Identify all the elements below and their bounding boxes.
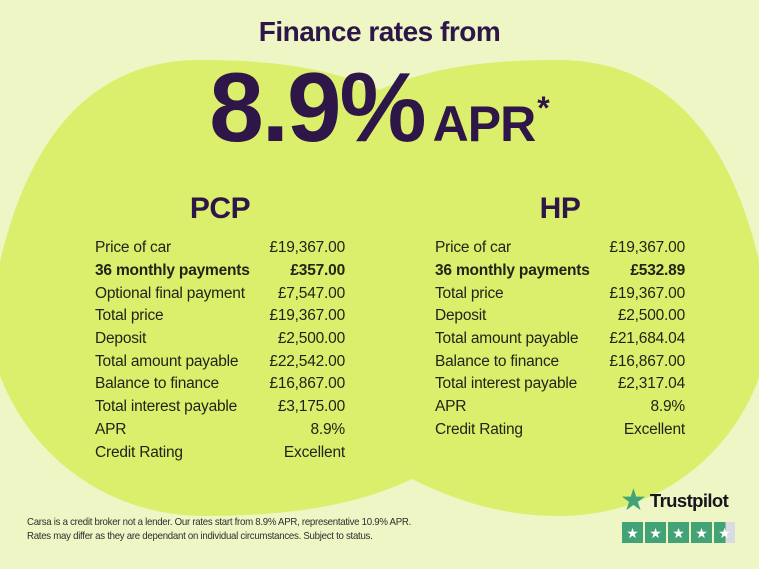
row-value: £16,867.00 (269, 375, 345, 393)
row-value: £2,500.00 (617, 307, 685, 325)
row-value: 8.9% (310, 420, 345, 438)
row-value: £2,500.00 (277, 330, 345, 348)
trustpilot-logo: ★ Trustpilot (620, 486, 735, 516)
finance-row: Price of car £19,367.00 (95, 237, 345, 260)
trustpilot-rating-star: ★ (714, 522, 735, 543)
trustpilot-rating-star: ★ (691, 522, 712, 543)
row-value: £19,367.00 (269, 239, 345, 257)
rate-value: 8.9% (209, 52, 426, 162)
row-label: Price of car (95, 239, 171, 257)
row-value: £357.00 (290, 262, 345, 280)
finance-row: Deposit £2,500.00 (95, 328, 345, 351)
row-label: APR (95, 420, 127, 438)
disclaimer-line-2: Rates may differ as they are dependant o… (27, 529, 373, 542)
row-label: Credit Rating (95, 443, 183, 461)
row-label: Total interest payable (435, 375, 578, 393)
finance-row: Credit Rating Excellent (435, 419, 685, 442)
row-value: Excellent (283, 443, 345, 461)
finance-row: Total interest payable £2,317.04 (435, 373, 685, 396)
star-icon: ★ (649, 524, 662, 541)
finance-row: APR 8.9% (95, 419, 345, 442)
finance-row: Total amount payable £22,542.00 (95, 350, 345, 373)
row-label: Deposit (95, 330, 147, 348)
headline-rate: 8.9% APR * (0, 58, 759, 156)
star-icon: ★ (672, 524, 685, 541)
finance-row: Balance to finance £16,867.00 (95, 373, 345, 396)
finance-row: 36 monthly payments £532.89 (435, 260, 685, 283)
row-value: £19,367.00 (609, 284, 685, 302)
pcp-table-rows: Price of car £19,367.00 36 monthly payment… (95, 237, 345, 464)
row-label: Price of car (435, 239, 511, 257)
trustpilot-wordmark: Trustpilot (649, 490, 729, 511)
hp-finance-table: HP Price of car £19,367.00 36 monthly paym… (435, 192, 685, 441)
finance-row: Total amount payable £21,684.04 (435, 328, 685, 351)
hp-table-rows: Price of car £19,367.00 36 monthly payment… (435, 237, 685, 441)
row-label: Total price (435, 284, 504, 302)
row-label: 36 monthly payments (95, 262, 250, 280)
row-value: £7,547.00 (277, 284, 345, 302)
hp-table-title: HP (539, 192, 581, 225)
rate-suffix: APR (432, 96, 537, 152)
pcp-finance-table: PCP Price of car £19,367.00 36 monthly pay… (95, 192, 345, 464)
star-icon: ★ (695, 524, 708, 541)
finance-row: APR 8.9% (435, 396, 685, 419)
finance-row: Credit Rating Excellent (95, 441, 345, 464)
row-value: £19,367.00 (609, 239, 685, 257)
row-label: Optional final payment (95, 284, 245, 302)
finance-row: Balance to finance £16,867.00 (435, 350, 685, 373)
finance-row: Total price £19,367.00 (435, 282, 685, 305)
trustpilot-star-icon: ★ (620, 484, 647, 517)
row-value: £16,867.00 (609, 352, 685, 370)
trustpilot-rating-star: ★ (668, 522, 689, 543)
finance-row: Optional final payment £7,547.00 (95, 282, 345, 305)
banner-title: Finance rates from (258, 16, 501, 47)
finance-row: Price of car £19,367.00 (435, 237, 685, 260)
row-label: Total amount payable (95, 352, 239, 370)
row-value: £19,367.00 (269, 307, 345, 325)
row-value: 8.9% (650, 398, 685, 416)
row-value: £22,542.00 (269, 352, 345, 370)
finance-row: Deposit £2,500.00 (435, 305, 685, 328)
row-value: £532.89 (630, 262, 685, 280)
row-label: Total amount payable (435, 330, 579, 348)
trustpilot-rating-star: ★ (645, 522, 666, 543)
row-label: Balance to finance (95, 375, 219, 393)
pcp-table-title: PCP (189, 192, 251, 225)
disclaimer-line-1: Carsa is a credit broker not a lender. O… (27, 516, 411, 528)
row-label: Deposit (435, 307, 487, 325)
finance-row: Total price £19,367.00 (95, 305, 345, 328)
trustpilot-badge: ★ Trustpilot ★ ★ ★ ★ ★ (620, 486, 735, 543)
row-label: Total price (95, 307, 164, 325)
legal-disclaimer: Carsa is a credit broker not a lender. O… (27, 516, 411, 543)
star-icon: ★ (626, 524, 639, 541)
row-value: Excellent (623, 420, 685, 438)
row-label: Total interest payable (95, 398, 238, 416)
row-label: Credit Rating (435, 420, 523, 438)
trustpilot-rating: ★ ★ ★ ★ ★ (622, 522, 735, 543)
rate-asterisk: * (537, 90, 550, 126)
row-label: Balance to finance (435, 352, 559, 370)
row-value: £2,317.04 (617, 375, 685, 393)
star-icon: ★ (718, 524, 731, 541)
finance-row: Total interest payable £3,175.00 (95, 396, 345, 419)
finance-row: 36 monthly payments £357.00 (95, 260, 345, 283)
row-label: APR (435, 398, 467, 416)
row-value: £21,684.04 (609, 330, 685, 348)
row-label: 36 monthly payments (435, 262, 590, 280)
row-value: £3,175.00 (277, 398, 345, 416)
trustpilot-rating-star: ★ (622, 522, 643, 543)
